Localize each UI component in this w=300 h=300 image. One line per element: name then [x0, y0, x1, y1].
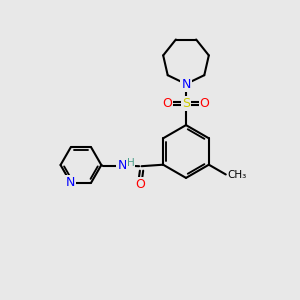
Text: N: N — [117, 159, 127, 172]
Text: N: N — [181, 77, 191, 91]
Text: O: O — [200, 97, 209, 110]
Text: H: H — [127, 158, 135, 168]
Text: N: N — [66, 176, 75, 189]
Text: N: N — [181, 77, 191, 91]
Text: O: O — [163, 97, 172, 110]
Text: O: O — [135, 178, 145, 191]
Text: S: S — [182, 97, 190, 110]
Text: CH₃: CH₃ — [227, 170, 247, 180]
